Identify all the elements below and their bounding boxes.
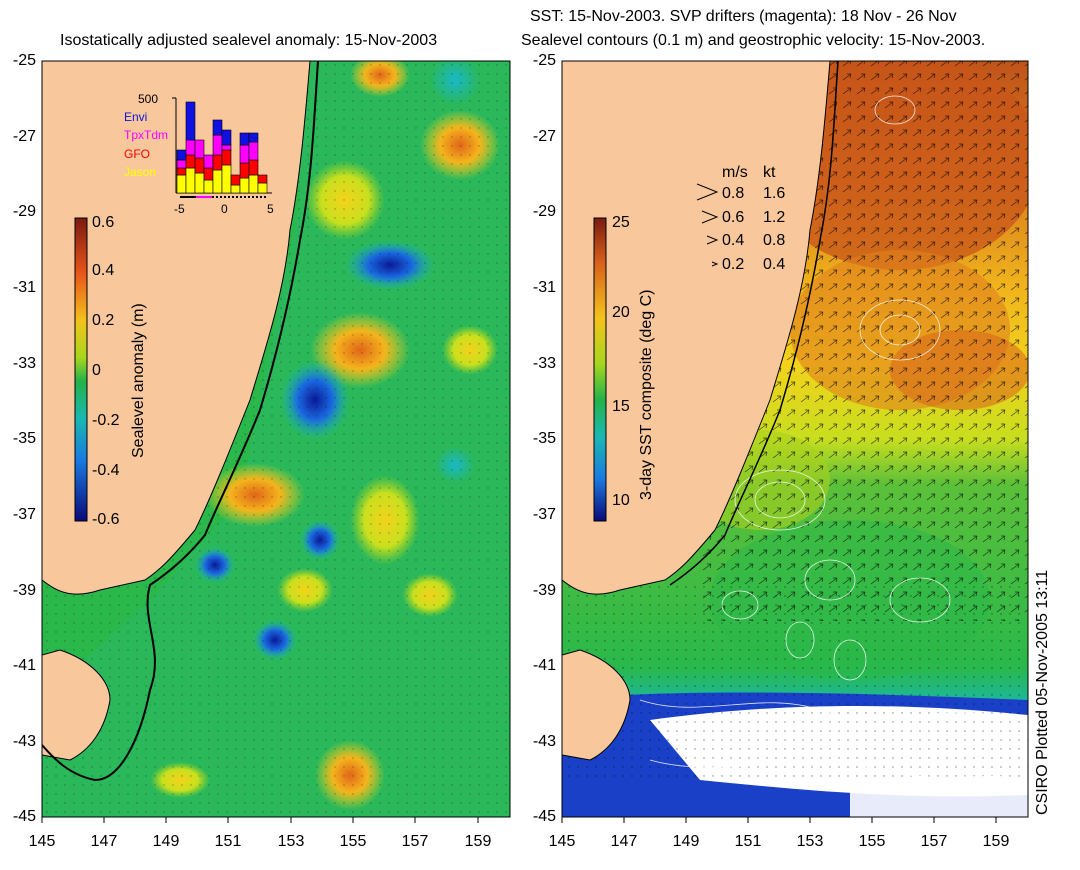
colorbar-tick: 15	[612, 398, 630, 415]
y-tick-label: -33	[12, 355, 36, 372]
y-tick-label: -39	[12, 582, 36, 599]
velocity-legend-kt: 1.6	[763, 185, 786, 202]
y-tick-label: -35	[12, 430, 36, 447]
right-map-frame	[561, 60, 1029, 818]
y-tick-label: -43	[532, 733, 556, 750]
colorbar-tick: 20	[612, 304, 630, 321]
x-tick-label: 157	[920, 833, 948, 850]
colorbar-tick: 0.2	[92, 312, 115, 329]
left-colorbar-label: Sealevel anomaly (m)	[130, 303, 147, 458]
colorbar-tick: 10	[612, 492, 630, 509]
colorbar-tick: 25	[612, 214, 630, 231]
velocity-legend-arrows	[696, 183, 719, 267]
right-axis-ticks	[561, 817, 997, 823]
inset-legend-envi: Envi	[124, 110, 148, 124]
velocity-legend-kt: 0.4	[763, 256, 786, 273]
left-map-area	[42, 61, 510, 817]
x-tick-label: 157	[401, 833, 429, 850]
inset-xtick: 0	[221, 202, 228, 216]
right-panel-title-line1: SST: 15-Nov-2003. SVP drifters (magenta)…	[530, 8, 957, 25]
y-tick-label: -39	[532, 582, 556, 599]
velocity-legend-header-ms: m/s	[722, 164, 748, 181]
colorbar-tick: -0.2	[92, 412, 120, 429]
velocity-legend-kt: 1.2	[763, 209, 786, 226]
right-panel-title-line2: Sealevel contours (0.1 m) and geostrophi…	[521, 32, 986, 49]
x-tick-label: 155	[858, 833, 886, 850]
inset-xtick: -5	[174, 202, 185, 216]
colorbar-tick: -0.4	[92, 462, 120, 479]
y-tick-label: -35	[532, 430, 556, 447]
inset-xtick: 5	[267, 202, 274, 216]
colorbar-tick: 0.6	[92, 214, 115, 231]
inset-legend-jason: Jason	[124, 165, 157, 179]
left-axis-ticks	[41, 817, 479, 823]
x-tick-label: 147	[610, 833, 638, 850]
inset-legend-gfo: GFO	[124, 147, 150, 161]
velocity-legend-header-kt: kt	[763, 164, 776, 181]
inset-histogram	[172, 97, 272, 198]
x-tick-label: 149	[672, 833, 700, 850]
left-colorbar	[74, 217, 88, 522]
colorbar-tick: -0.6	[92, 511, 120, 528]
y-tick-label: -31	[12, 279, 36, 296]
y-tick-label: -41	[12, 657, 36, 674]
right-colorbar	[593, 217, 607, 522]
y-tick-label: -27	[12, 128, 36, 145]
y-tick-label: -31	[532, 279, 556, 296]
y-tick-label: -37	[532, 506, 556, 523]
velocity-legend-ms: 0.4	[722, 232, 745, 249]
y-tick-label: -27	[532, 128, 556, 145]
y-tick-label: -25	[12, 52, 36, 69]
x-tick-label: 151	[734, 833, 762, 850]
colorbar-tick: 0	[92, 362, 101, 379]
x-tick-label: 153	[796, 833, 824, 850]
left-map-frame	[41, 60, 511, 818]
velocity-legend-kt: 0.8	[763, 232, 786, 249]
x-tick-label: 147	[90, 833, 118, 850]
x-tick-label: 149	[152, 833, 180, 850]
right-map-area	[562, 61, 1028, 817]
inset-legend-tpxtdm: TpxTdm	[124, 128, 169, 142]
y-tick-label: -29	[532, 203, 556, 220]
right-colorbar-label: 3-day SST composite (deg C)	[638, 289, 655, 500]
x-tick-label: 159	[464, 833, 492, 850]
velocity-legend-ms: 0.2	[722, 256, 745, 273]
left-panel-title: Isostatically adjusted sealevel anomaly:…	[60, 32, 438, 49]
y-tick-label: -29	[12, 203, 36, 220]
inset-ymax-label: 500	[138, 92, 159, 106]
x-tick-label: 159	[982, 833, 1010, 850]
y-tick-label: -25	[532, 52, 556, 69]
x-tick-label: 145	[28, 833, 56, 850]
y-tick-label: -33	[532, 355, 556, 372]
velocity-legend-ms: 0.8	[722, 185, 745, 202]
x-tick-label: 145	[548, 833, 576, 850]
y-tick-label: -43	[12, 733, 36, 750]
y-tick-label: -45	[532, 808, 556, 825]
velocity-legend-ms: 0.6	[722, 209, 745, 226]
x-tick-label: 151	[214, 833, 242, 850]
y-tick-label: -41	[532, 657, 556, 674]
x-tick-label: 153	[277, 833, 305, 850]
y-tick-label: -37	[12, 506, 36, 523]
x-tick-label: 155	[339, 833, 367, 850]
credit-text: CSIRO Plotted 05-Nov-2005 13:11	[1034, 569, 1051, 815]
colorbar-tick: 0.4	[92, 262, 115, 279]
y-tick-label: -45	[12, 808, 36, 825]
